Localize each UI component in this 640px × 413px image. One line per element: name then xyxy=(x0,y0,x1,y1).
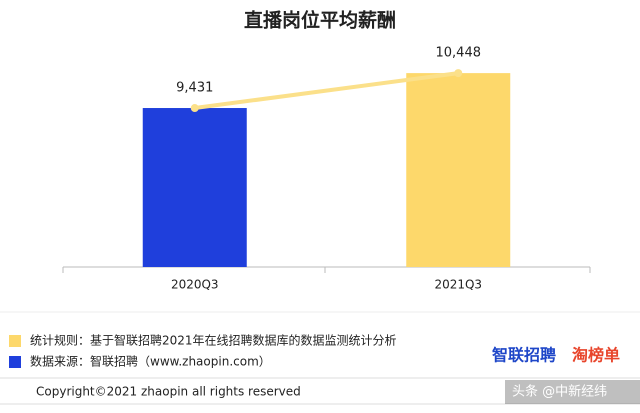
value-label: 9,431 xyxy=(176,81,213,96)
legend-swatch xyxy=(9,356,21,368)
logo: 淘榜单 xyxy=(572,346,620,365)
note: 统计规则：基于智联招聘2021年在线招聘数据库的数据监测统计分析 xyxy=(30,333,397,348)
note: 数据来源：智联招聘（www.zhaopin.com） xyxy=(30,354,271,369)
watermark-bg xyxy=(505,380,640,404)
trend-line xyxy=(194,71,459,111)
bar xyxy=(142,108,247,267)
bar xyxy=(406,73,511,267)
trend-dot xyxy=(190,104,199,113)
footer: Copyright©2021 zhaopin all rights reserv… xyxy=(36,385,301,399)
logo: 智联招聘 xyxy=(492,346,556,365)
value-label: 10,448 xyxy=(436,46,482,61)
x-tick-label: 2021Q3 xyxy=(434,278,482,292)
watermark: 头条 @中新经纬 xyxy=(512,384,607,400)
x-tick-label: 2020Q3 xyxy=(171,278,219,292)
legend-swatch xyxy=(9,335,21,347)
chart-title: 直播岗位平均薪酬 xyxy=(244,9,396,32)
trend-dot xyxy=(454,69,463,78)
